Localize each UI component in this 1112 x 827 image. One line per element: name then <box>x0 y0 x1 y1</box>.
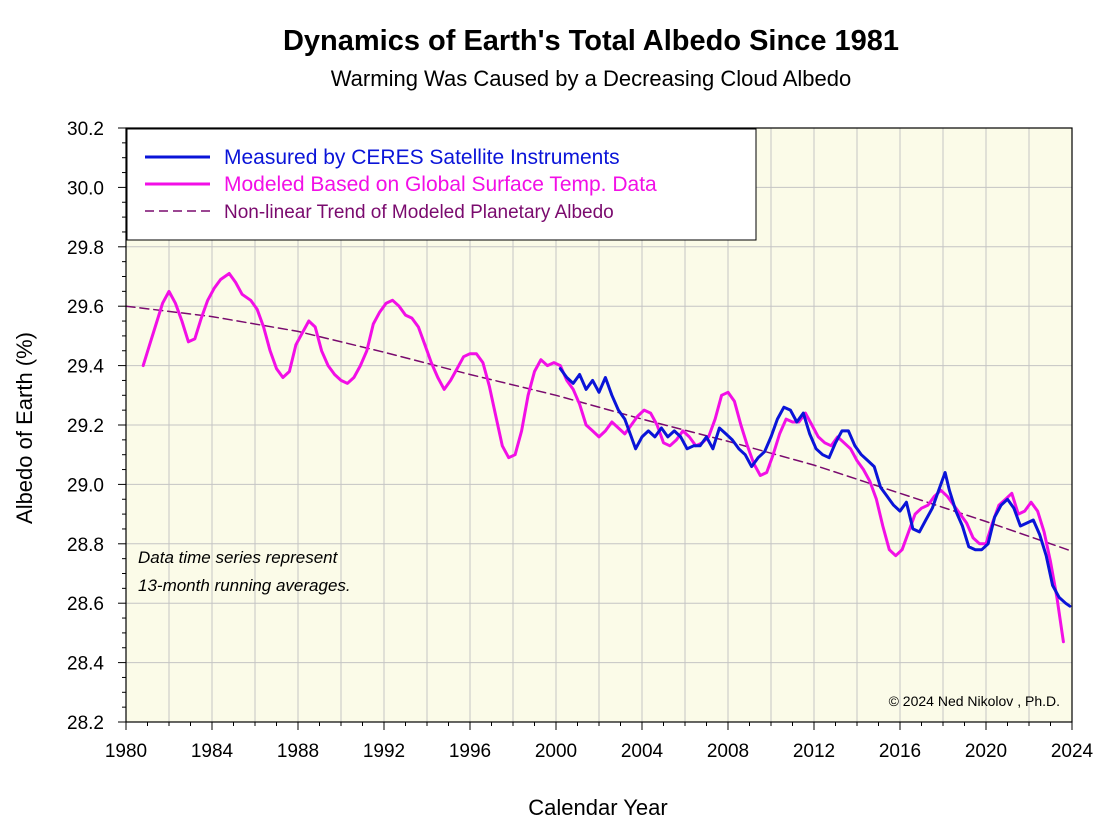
legend-box <box>126 128 757 241</box>
x-tick-label: 1988 <box>277 741 319 762</box>
x-tick-label: 2004 <box>621 741 664 762</box>
y-axis-title: Albedo of Earth (%) <box>12 332 37 524</box>
y-tick-label: 30.2 <box>67 119 104 140</box>
chart-subtitle: Warming Was Caused by a Decreasing Cloud… <box>331 66 852 91</box>
y-tick-label: 28.6 <box>67 594 104 615</box>
tick-marks <box>118 127 1073 730</box>
y-tick-labels: 28.2 28.4 28.6 28.8 29.0 29.2 29.4 29.6 29.8 30.0… <box>67 119 104 734</box>
x-tick-label: 1992 <box>363 741 405 762</box>
x-tick-label: 1996 <box>449 741 491 762</box>
y-tick-label: 29.6 <box>67 297 104 318</box>
x-axis-title: Calendar Year <box>528 795 667 820</box>
series-nonlinear-trend <box>125 305 1073 552</box>
x-tick-label: 2012 <box>793 741 835 762</box>
x-tick-label: 1980 <box>105 741 147 762</box>
x-tick-label: 2020 <box>965 741 1007 762</box>
y-tick-label: 29.8 <box>67 238 104 259</box>
note-line-1: Data time series represent <box>138 548 339 567</box>
y-tick-label: 29.0 <box>67 475 104 496</box>
legend: Measured by CERES Satellite Instruments … <box>126 128 757 241</box>
x-tick-label: 2024 <box>1051 741 1094 762</box>
x-tick-label: 2000 <box>535 741 577 762</box>
note-line-2: 13-month running averages. <box>138 576 351 595</box>
y-tick-label: 29.4 <box>67 357 104 378</box>
x-tick-label: 2016 <box>879 741 921 762</box>
x-tick-labels: 1980 1984 1988 1992 1996 2000 2004 2008 2012 2016… <box>105 741 1094 762</box>
chart-title: Dynamics of Earth's Total Albedo Since 1… <box>283 25 899 57</box>
series-layer <box>125 272 1073 644</box>
copyright-notice: © 2024 Ned Nikolov , Ph.D. <box>889 693 1060 709</box>
x-tick-label: 1984 <box>191 741 234 762</box>
legend-label-trend: Non-linear Trend of Modeled Planetary Al… <box>224 202 614 223</box>
x-tick-label: 2008 <box>707 741 749 762</box>
series-ceres-measured <box>558 367 1072 608</box>
y-tick-label: 28.8 <box>67 535 104 556</box>
legend-label-ceres: Measured by CERES Satellite Instruments <box>224 146 620 169</box>
y-tick-label: 28.4 <box>67 654 104 675</box>
y-tick-label: 29.2 <box>67 416 104 437</box>
y-tick-label: 28.2 <box>67 713 104 734</box>
y-tick-label: 30.0 <box>67 178 104 199</box>
legend-label-modeled: Modeled Based on Global Surface Temp. Da… <box>224 173 657 196</box>
